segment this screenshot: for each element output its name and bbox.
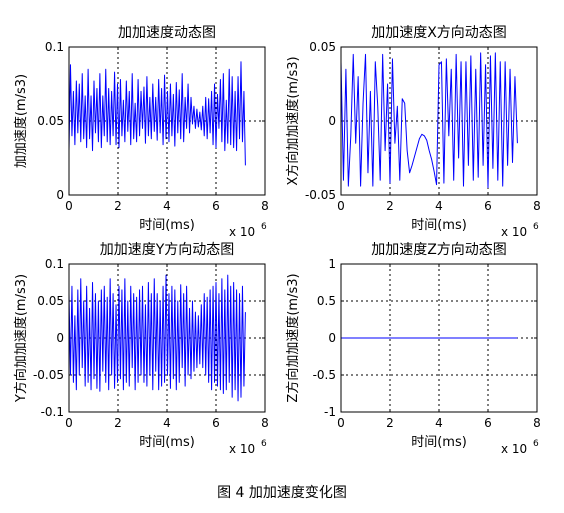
chart3-x-tick-label: 6 bbox=[212, 416, 220, 430]
chart3-title: 加加速度Y方向动态图 bbox=[100, 242, 235, 258]
chart4-y-tick-label: -1 bbox=[324, 405, 336, 419]
chart1-x-multiplier-exponent: 6 bbox=[261, 222, 267, 232]
chart2-x-tick-label: 2 bbox=[386, 199, 394, 213]
chart3-y-tick-label: -0.1 bbox=[41, 405, 64, 419]
chart2-y-tick-label: 0 bbox=[328, 114, 336, 128]
chart3-x-tick-label: 2 bbox=[114, 416, 122, 430]
chart3-y-tick-label: 0.1 bbox=[45, 257, 64, 271]
chart1-x-multiplier-label: x 10 bbox=[229, 225, 255, 239]
figure-caption: 图 4 加加速度变化图 bbox=[217, 485, 347, 501]
chart4-y-tick-label: 0 bbox=[328, 331, 336, 345]
chart2-x-multiplier-label: x 10 bbox=[501, 225, 527, 239]
chart3-series-line bbox=[68, 274, 246, 402]
chart4-axes-frame bbox=[340, 263, 538, 413]
chart1-axes-frame bbox=[68, 46, 266, 196]
chart3-x-multiplier-exponent: 6 bbox=[261, 439, 267, 449]
chart2-axes-frame bbox=[340, 46, 538, 196]
chart3-x-tick-label: 0 bbox=[65, 416, 73, 430]
chart1-y-axis-label: 加加速度(m/s3) bbox=[13, 74, 29, 168]
chart4-x-tick-label: 6 bbox=[484, 416, 492, 430]
chart2-x-axis-label: 时间(ms) bbox=[411, 218, 467, 233]
chart2-x-tick-label: 0 bbox=[337, 199, 345, 213]
chart1-y-tick-label: 0 bbox=[56, 188, 64, 202]
chart3-x-multiplier-label: x 10 bbox=[229, 442, 255, 456]
chart4-x-tick-label: 2 bbox=[386, 416, 394, 430]
chart4-title: 加加速度Z方向动态图 bbox=[371, 242, 507, 258]
chart2-y-tick-label: -0.05 bbox=[305, 188, 336, 202]
chart2-y-tick-label: 0.05 bbox=[309, 40, 336, 54]
chart1-x-axis-label: 时间(ms) bbox=[139, 218, 195, 233]
chart1-y-tick-label: 0.1 bbox=[45, 40, 64, 54]
chart4-x-multiplier-label: x 10 bbox=[501, 442, 527, 456]
chart1-x-tick-label: 4 bbox=[163, 199, 171, 213]
chart1-x-tick-label: 2 bbox=[114, 199, 122, 213]
chart4-y-tick-label: 1 bbox=[328, 257, 336, 271]
chart4-x-tick-label: 8 bbox=[533, 416, 541, 430]
chart4-x-tick-label: 0 bbox=[337, 416, 345, 430]
chart1-x-tick-label: 8 bbox=[261, 199, 269, 213]
chart1-title: 加加速度动态图 bbox=[118, 25, 216, 41]
chart1-series-line bbox=[68, 61, 246, 166]
chart1-y-tick-label: 0.05 bbox=[37, 114, 64, 128]
chart3-y-axis-label: Y方向加加速度(m/s3) bbox=[13, 274, 29, 403]
chart1-x-tick-label: 0 bbox=[65, 199, 73, 213]
chart4-x-tick-label: 4 bbox=[435, 416, 443, 430]
chart2-x-tick-label: 6 bbox=[484, 199, 492, 213]
chart4-x-multiplier-exponent: 6 bbox=[533, 439, 539, 449]
chart2-x-tick-label: 8 bbox=[533, 199, 541, 213]
chart3-y-tick-label: -0.05 bbox=[33, 368, 64, 382]
chart4-x-axis-label: 时间(ms) bbox=[411, 435, 467, 450]
chart4-y-tick-label: 0.5 bbox=[317, 294, 336, 308]
chart1-x-tick-label: 6 bbox=[212, 199, 220, 213]
chart3-y-tick-label: 0.05 bbox=[37, 294, 64, 308]
chart2-x-tick-label: 4 bbox=[435, 199, 443, 213]
chart3-axes-frame bbox=[68, 263, 266, 413]
chart3-x-tick-label: 8 bbox=[261, 416, 269, 430]
chart4-y-tick-label: -0.5 bbox=[313, 368, 336, 382]
chart3-x-tick-label: 4 bbox=[163, 416, 171, 430]
chart2-title: 加加速度X方向动态图 bbox=[371, 25, 507, 41]
chart3-y-tick-label: 0 bbox=[56, 331, 64, 345]
chart3-x-axis-label: 时间(ms) bbox=[139, 435, 195, 450]
chart2-x-multiplier-exponent: 6 bbox=[533, 222, 539, 232]
chart2-series-line bbox=[340, 52, 518, 189]
chart2-y-axis-label: X方向加加速度(m/s3) bbox=[285, 56, 301, 185]
chart4-y-axis-label: Z方向加加速度(m/s3) bbox=[285, 273, 301, 402]
